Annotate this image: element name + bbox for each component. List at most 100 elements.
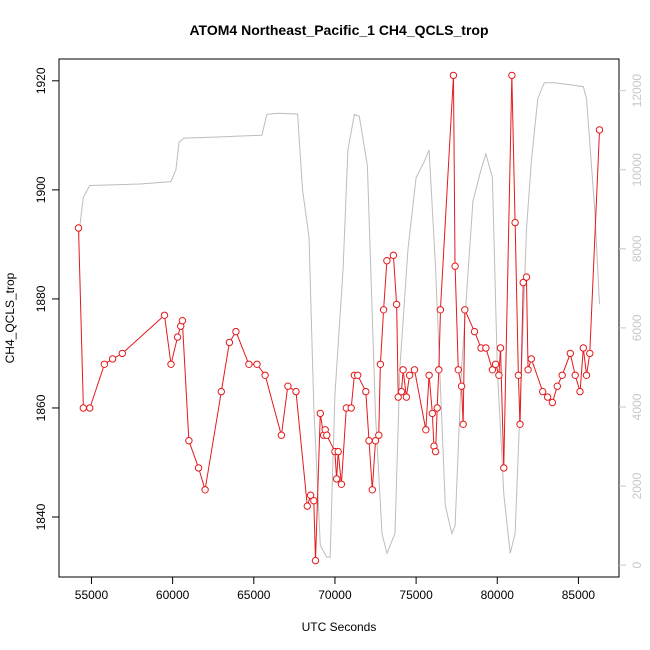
ch4-point xyxy=(323,431,331,439)
ch4-point xyxy=(431,447,440,456)
ch4-line-segment xyxy=(519,285,524,422)
ch4-point xyxy=(383,257,391,265)
ch4-line-segment xyxy=(414,372,426,427)
ch4-line-segment xyxy=(575,378,580,389)
y2-tick-label: 8000 xyxy=(630,235,644,262)
x-axis: 55000 60000 65000 70000 75000 80000 85000 xyxy=(75,577,596,602)
x-tick-label: 80000 xyxy=(481,588,515,602)
ch4-line-segment xyxy=(435,411,438,449)
ch4-point xyxy=(579,344,587,352)
ch4-line-segment xyxy=(383,263,388,307)
y-tick-label: 1860 xyxy=(34,394,48,421)
ch4-point xyxy=(519,278,527,287)
ch4-line-segment xyxy=(265,378,281,433)
ch4-point xyxy=(337,480,346,488)
ch4-point xyxy=(586,349,594,358)
ch4-point xyxy=(500,464,508,472)
ch4-point xyxy=(303,502,311,510)
ch4-point xyxy=(425,371,433,379)
ch4-line-segment xyxy=(327,437,334,449)
ch4-line-segment xyxy=(503,78,513,465)
y2-tick-label: 2000 xyxy=(630,472,644,499)
ch4-point xyxy=(461,306,469,314)
ch4-point xyxy=(100,360,109,368)
ch4-line-segment xyxy=(403,372,407,394)
ch4-line-segment xyxy=(338,454,342,482)
ch4-line-segment xyxy=(295,394,308,503)
ch4-point xyxy=(389,251,398,260)
ch4-line-segment xyxy=(528,361,531,367)
x-tick-label: 65000 xyxy=(237,588,271,602)
ch4-point xyxy=(428,409,436,418)
ch4-point xyxy=(194,464,203,472)
ch4-line-segment xyxy=(199,470,205,487)
ch4-point xyxy=(368,486,376,494)
ch4-line-segment xyxy=(236,334,249,362)
ch4-point xyxy=(482,344,490,352)
y2-tick-label: 12000 xyxy=(630,74,644,108)
ch4-point xyxy=(245,360,253,368)
ch4-point xyxy=(405,371,414,379)
ch4-line-segment xyxy=(436,372,440,405)
ch4-point xyxy=(422,426,430,434)
ch4-line-segment xyxy=(182,323,190,438)
ch4-point xyxy=(524,366,532,374)
y-tick-label: 1880 xyxy=(34,285,48,312)
x-tick-label: 85000 xyxy=(562,588,596,602)
ch4-point xyxy=(495,371,503,379)
ch4-point xyxy=(225,338,234,347)
plot-frame xyxy=(58,58,620,578)
ch4-point xyxy=(306,491,315,499)
ch4-point xyxy=(277,431,286,439)
ch4-point xyxy=(108,355,117,363)
ch4-line-segment xyxy=(164,318,172,362)
ch4-point xyxy=(449,71,458,80)
y-tick-label: 1840 xyxy=(34,503,48,530)
ch4-point xyxy=(261,371,269,379)
ch4-point xyxy=(185,437,193,445)
ch4-line-segment xyxy=(106,360,111,364)
ch4-line-segment xyxy=(380,312,384,362)
ch4-point xyxy=(284,382,292,390)
ch4-line-segment xyxy=(526,280,529,367)
ch4-point xyxy=(334,447,342,456)
ch4-line-segment xyxy=(378,367,381,433)
ch4-point xyxy=(217,387,226,396)
ch4-line-segment xyxy=(171,340,178,362)
x-tick-label: 55000 xyxy=(75,588,109,602)
ch4-point xyxy=(571,371,579,379)
ch4-point xyxy=(332,475,341,483)
ch4-point xyxy=(470,327,479,336)
ch4-line-segment xyxy=(552,389,557,400)
ch4-line-segment xyxy=(351,378,355,405)
ch4-line-segment xyxy=(465,312,474,329)
chart-title: ATOM4 Northeast_Pacific_1 CH4_QCLS_trop xyxy=(189,22,488,38)
ch4-line-segment xyxy=(177,329,181,335)
ch4-line-segment xyxy=(115,354,120,358)
ch4-point xyxy=(118,349,127,358)
ch4-line-segment xyxy=(462,312,466,422)
ch4-line-segment xyxy=(90,367,104,406)
x-tick-label: 60000 xyxy=(156,588,190,602)
ch4-line-segment xyxy=(518,378,521,422)
ch4-point xyxy=(173,333,182,341)
ch4-line-segment xyxy=(432,416,435,443)
ch4-point xyxy=(496,344,505,352)
ch4-point xyxy=(516,420,524,428)
ch4-point xyxy=(292,387,300,396)
ch4-point xyxy=(86,404,94,412)
ch4-line-segment xyxy=(511,78,516,220)
ch4-line-segment xyxy=(205,394,222,487)
ch4-point xyxy=(558,371,566,379)
ch4-point xyxy=(347,404,355,412)
ch4-line-segment xyxy=(579,351,584,389)
ch4-point xyxy=(399,366,407,374)
ch4-point xyxy=(232,327,240,336)
ch4-line-segment xyxy=(586,356,590,373)
ch4-line-segment xyxy=(496,367,499,373)
ch4-point xyxy=(354,371,362,379)
ch4-point xyxy=(376,360,385,368)
ch4-point xyxy=(74,224,83,232)
ch4-point xyxy=(201,486,209,494)
